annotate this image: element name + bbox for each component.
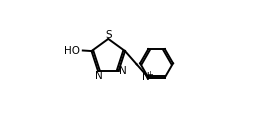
Text: HO: HO bbox=[64, 46, 80, 56]
Text: N: N bbox=[142, 72, 150, 82]
Text: +: + bbox=[146, 69, 153, 78]
Text: N: N bbox=[95, 71, 103, 81]
Text: N: N bbox=[119, 66, 127, 75]
Text: S: S bbox=[105, 30, 112, 39]
